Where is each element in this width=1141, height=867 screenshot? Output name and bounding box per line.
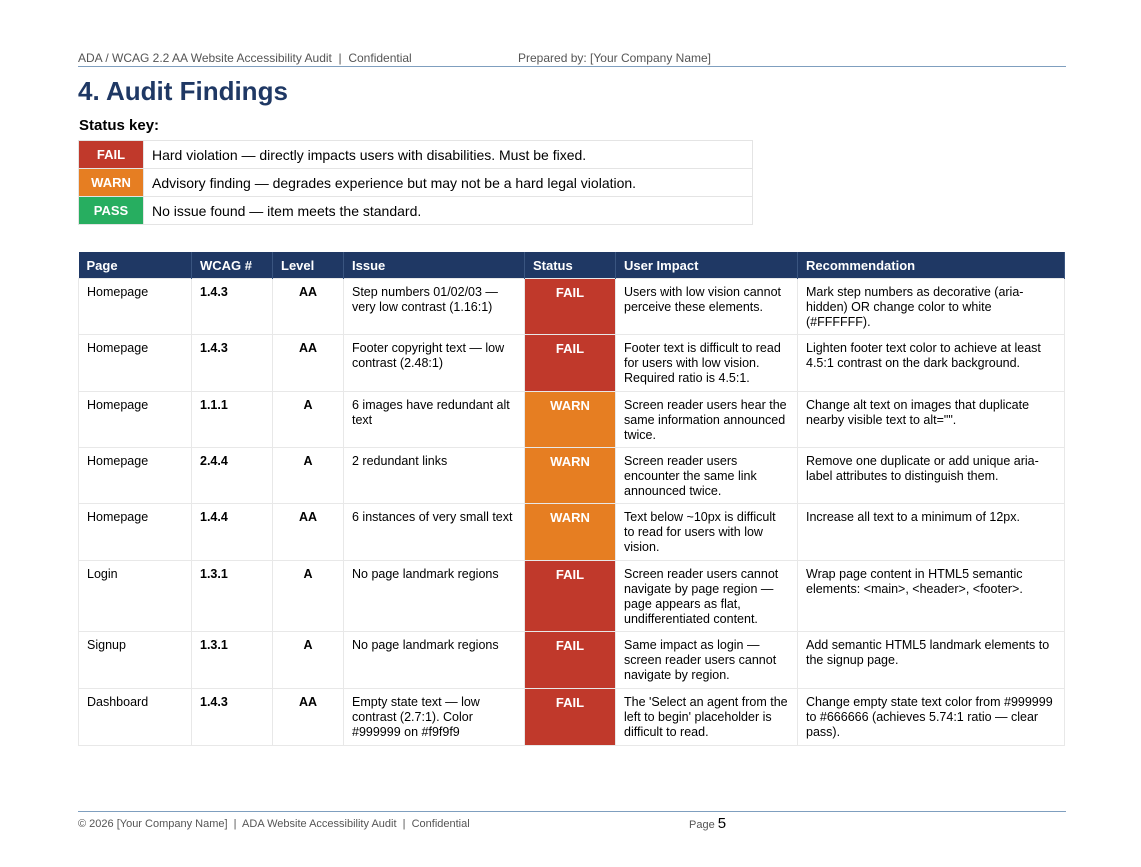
page-title: 4. Audit Findings (78, 76, 288, 106)
cell-wcag: 1.4.3 (191, 278, 273, 335)
cell-level: A (272, 391, 344, 448)
column-header-recommendation: Recommendation (797, 252, 1065, 279)
table-row: Homepage 1.4.3 AA Step numbers 01/02/03 — v… (78, 278, 1065, 335)
status-key-row: PASS No issue found — item meets the sta… (78, 196, 753, 225)
status-key-title: Status key: (79, 117, 160, 134)
cell-wcag: 1.4.3 (191, 334, 273, 392)
cell-user-impact: Text below ~10px is difficult to read fo… (615, 503, 798, 561)
cell-page: Login (78, 560, 192, 632)
cell-level: A (272, 631, 344, 689)
cell-user-impact: Same impact as login — screen reader use… (615, 631, 798, 689)
cell-recommendation: Lighten footer text color to achieve at … (797, 334, 1065, 392)
cell-wcag: 1.3.1 (191, 631, 273, 689)
cell-recommendation: Mark step numbers as decorative (aria-hi… (797, 278, 1065, 335)
status-key-row: FAIL Hard violation — directly impacts u… (78, 140, 753, 169)
pass-description: No issue found — item meets the standard… (143, 196, 753, 225)
column-header-level: Level (272, 252, 344, 279)
table-row: Homepage 1.1.1 A 6 images have redundant al… (78, 391, 1065, 448)
cell-issue: No page landmark regions (343, 631, 525, 689)
status-badge: FAIL (524, 560, 616, 632)
cell-page: Homepage (78, 391, 192, 448)
findings-header-row: Page WCAG # Level Issue Status User Impa… (78, 252, 1065, 279)
cell-level: A (272, 447, 344, 504)
cell-user-impact: The 'Select an agent from the left to be… (615, 688, 798, 746)
status-badge: WARN (524, 391, 616, 448)
header-prepared-by: Prepared by: [Your Company Name] (518, 51, 711, 65)
cell-level: AA (272, 278, 344, 335)
status-badge: WARN (524, 503, 616, 561)
warn-badge: WARN (78, 168, 144, 197)
status-key-row: WARN Advisory finding — degrades experie… (78, 168, 753, 197)
cell-page: Dashboard (78, 688, 192, 746)
footer-copyright: © 2026 [Your Company Name] | ADA Website… (78, 818, 470, 830)
cell-page: Homepage (78, 447, 192, 504)
table-row: Login 1.3.1 A No page landmark regions FAIL S… (78, 560, 1065, 632)
status-badge: FAIL (524, 688, 616, 746)
cell-recommendation: Increase all text to a minimum of 12px. (797, 503, 1065, 561)
header-title: ADA / WCAG 2.2 AA Website Accessibility … (78, 51, 412, 65)
column-header-wcag: WCAG # (191, 252, 273, 279)
column-header-issue: Issue (343, 252, 525, 279)
cell-user-impact: Users with low vision cannot perceive th… (615, 278, 798, 335)
cell-page: Homepage (78, 278, 192, 335)
cell-issue: 6 instances of very small text (343, 503, 525, 561)
cell-level: AA (272, 503, 344, 561)
page-number: Page 5 (689, 815, 726, 832)
cell-page: Signup (78, 631, 192, 689)
cell-recommendation: Change empty state text color from #9999… (797, 688, 1065, 746)
cell-user-impact: Screen reader users encounter the same l… (615, 447, 798, 504)
cell-level: AA (272, 334, 344, 392)
cell-wcag: 1.1.1 (191, 391, 273, 448)
status-badge: FAIL (524, 631, 616, 689)
cell-issue: Empty state text — low contrast (2.7:1).… (343, 688, 525, 746)
table-row: Homepage 1.4.4 AA 6 instances of very small… (78, 503, 1065, 561)
page-footer: © 2026 [Your Company Name] | ADA Website… (78, 811, 1066, 836)
table-row: Homepage 1.4.3 AA Footer copyright text — l… (78, 334, 1065, 392)
cell-issue: Step numbers 01/02/03 — very low contras… (343, 278, 525, 335)
cell-recommendation: Change alt text on images that duplicate… (797, 391, 1065, 448)
cell-issue: 6 images have redundant alt text (343, 391, 525, 448)
cell-wcag: 2.4.4 (191, 447, 273, 504)
cell-issue: Footer copyright text — low contrast (2.… (343, 334, 525, 392)
page-header: ADA / WCAG 2.2 AA Website Accessibility … (78, 51, 1066, 67)
page-number-value: 5 (717, 815, 727, 832)
page-label: Page (689, 819, 715, 831)
warn-description: Advisory finding — degrades experience b… (143, 168, 753, 197)
findings-table: Page WCAG # Level Issue Status User Impa… (78, 252, 1065, 746)
cell-wcag: 1.3.1 (191, 560, 273, 632)
fail-description: Hard violation — directly impacts users … (143, 140, 753, 169)
cell-recommendation: Remove one duplicate or add unique aria-… (797, 447, 1065, 504)
cell-level: AA (272, 688, 344, 746)
cell-user-impact: Screen reader users hear the same inform… (615, 391, 798, 448)
table-row: Homepage 2.4.4 A 2 redundant links WARN Scree… (78, 447, 1065, 504)
column-header-user-impact: User Impact (615, 252, 798, 279)
column-header-status: Status (524, 252, 616, 279)
cell-recommendation: Add semantic HTML5 landmark elements to … (797, 631, 1065, 689)
table-row: Signup 1.3.1 A No page landmark regions FAIL… (78, 631, 1065, 689)
cell-issue: No page landmark regions (343, 560, 525, 632)
cell-user-impact: Screen reader users cannot navigate by p… (615, 560, 798, 632)
status-badge: FAIL (524, 334, 616, 392)
cell-wcag: 1.4.3 (191, 688, 273, 746)
status-badge: FAIL (524, 278, 616, 335)
cell-level: A (272, 560, 344, 632)
column-header-page: Page (78, 252, 192, 279)
cell-wcag: 1.4.4 (191, 503, 273, 561)
cell-page: Homepage (78, 503, 192, 561)
pass-badge: PASS (78, 196, 144, 225)
cell-page: Homepage (78, 334, 192, 392)
table-row: Dashboard 1.4.3 AA Empty state text — low c… (78, 688, 1065, 746)
cell-issue: 2 redundant links (343, 447, 525, 504)
cell-user-impact: Footer text is difficult to read for use… (615, 334, 798, 392)
status-badge: WARN (524, 447, 616, 504)
status-key-table: FAIL Hard violation — directly impacts u… (78, 140, 753, 225)
cell-recommendation: Wrap page content in HTML5 semantic elem… (797, 560, 1065, 632)
fail-badge: FAIL (78, 140, 144, 169)
